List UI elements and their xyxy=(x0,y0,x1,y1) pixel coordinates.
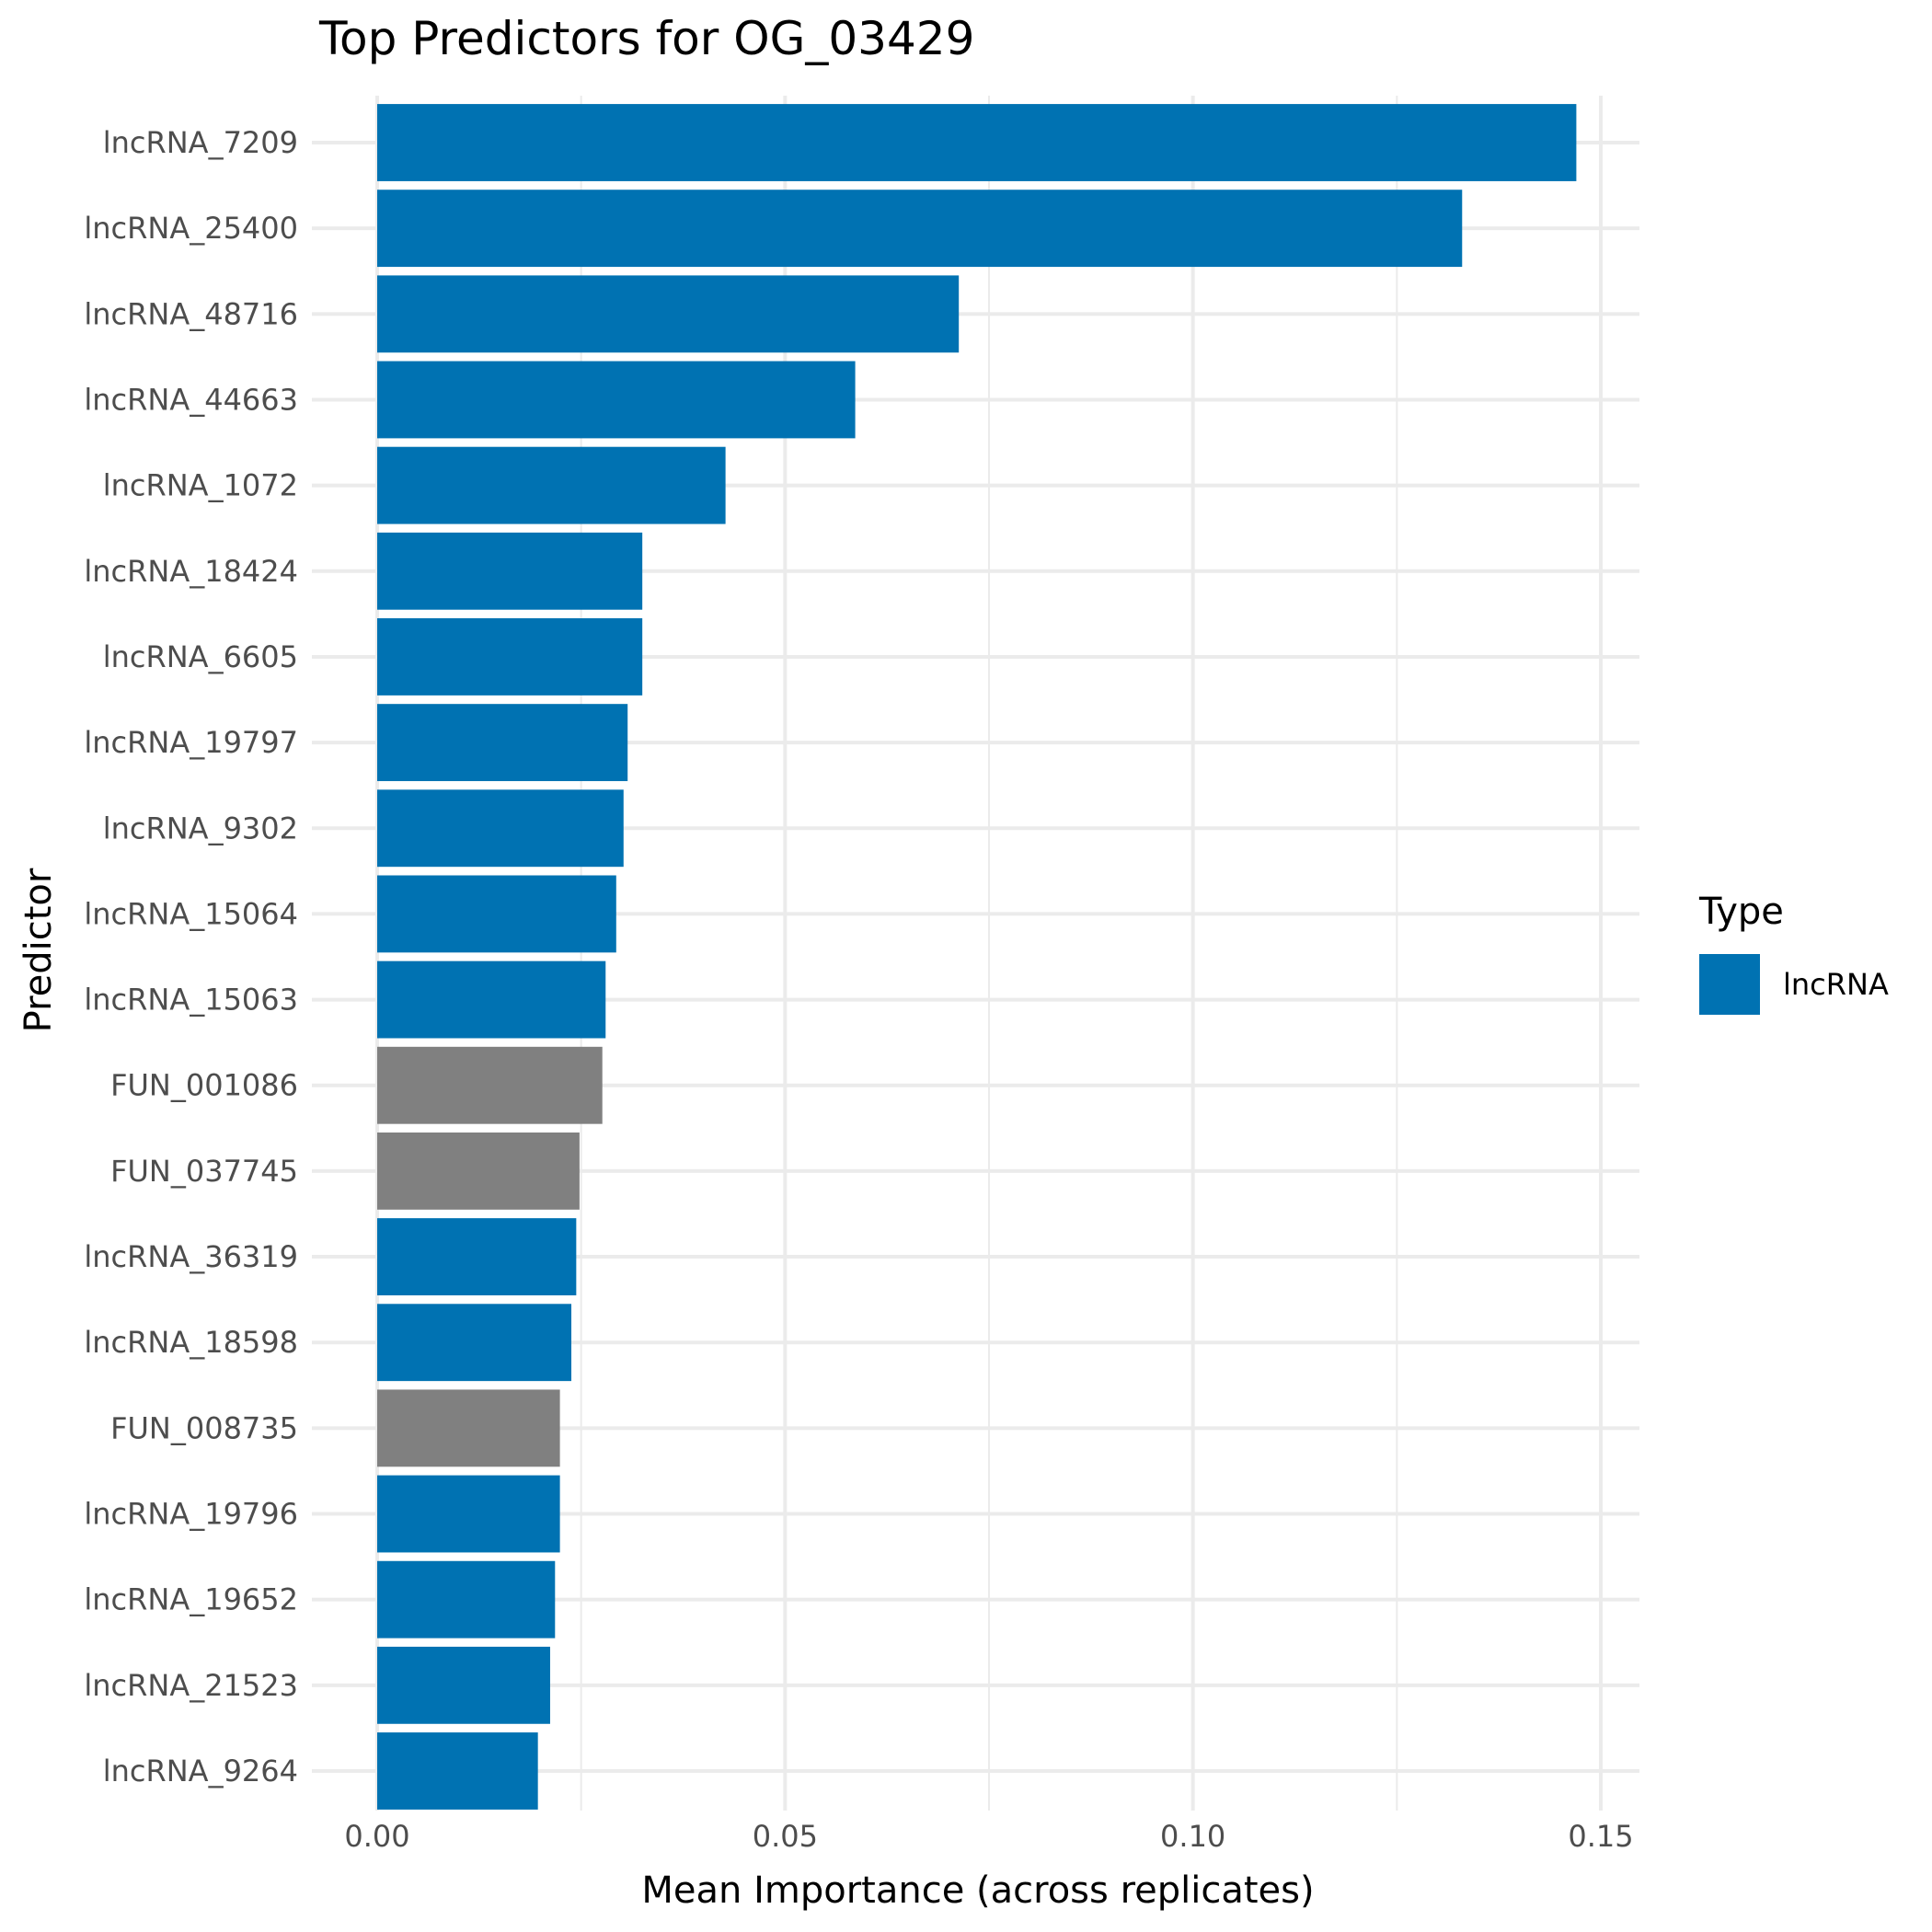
y-tick-label: lncRNA_44663 xyxy=(84,382,298,417)
bar xyxy=(377,275,960,353)
y-tick-labels: lncRNA_7209 lncRNA_25400 lncRNA_48716 lncRN… xyxy=(84,125,298,1788)
bar xyxy=(377,1218,577,1295)
y-tick-label: lncRNA_25400 xyxy=(84,211,298,246)
x-tick-label: 0.15 xyxy=(1568,1819,1633,1854)
y-tick-label: lncRNA_19652 xyxy=(84,1582,298,1617)
y-tick-label: lncRNA_9264 xyxy=(103,1754,298,1788)
legend-title: Type xyxy=(1698,891,1784,933)
bar xyxy=(377,875,616,953)
bar xyxy=(377,960,606,1039)
legend: Type lncRNA xyxy=(1698,891,1889,1015)
bar xyxy=(377,1560,556,1639)
bar xyxy=(377,532,643,610)
bar xyxy=(377,1475,560,1553)
bar xyxy=(377,361,856,439)
bars-group xyxy=(377,104,1577,1810)
y-tick-label: lncRNA_18598 xyxy=(84,1325,298,1360)
y-tick-label: FUN_001086 xyxy=(110,1068,298,1103)
y-tick-label: lncRNA_15063 xyxy=(84,983,298,1018)
bar xyxy=(377,1732,538,1810)
bar xyxy=(377,446,726,524)
y-tick-label: FUN_008735 xyxy=(110,1410,298,1445)
bar xyxy=(377,104,1577,181)
y-tick-label: FUN_037745 xyxy=(110,1154,298,1189)
y-tick-label: lncRNA_15064 xyxy=(84,896,298,931)
y-tick-label: lncRNA_19797 xyxy=(84,725,298,760)
x-tick-label: 0.10 xyxy=(1160,1819,1225,1854)
bar xyxy=(377,1304,572,1382)
chart-title: Top Predictors for OG_03429 xyxy=(318,12,974,65)
bar xyxy=(377,704,628,782)
bar xyxy=(377,789,624,868)
y-tick-label: lncRNA_21523 xyxy=(84,1668,298,1703)
legend-label: lncRNA xyxy=(1783,967,1889,1002)
x-tick-label: 0.00 xyxy=(344,1819,409,1854)
bar xyxy=(377,618,643,696)
y-tick-label: lncRNA_48716 xyxy=(84,296,298,331)
y-tick-label: lncRNA_9302 xyxy=(103,811,298,845)
bar xyxy=(377,1646,550,1724)
y-axis-title: Predictor xyxy=(17,868,60,1032)
y-tick-label: lncRNA_18424 xyxy=(84,554,298,589)
bar xyxy=(377,1046,603,1124)
y-tick-label: lncRNA_7209 xyxy=(103,125,298,160)
bar xyxy=(377,1132,580,1210)
x-tick-label: 0.05 xyxy=(753,1819,818,1854)
legend-key xyxy=(1699,954,1760,1015)
y-tick-label: lncRNA_1072 xyxy=(103,468,298,503)
bar xyxy=(377,190,1463,268)
y-tick-label: lncRNA_36319 xyxy=(84,1239,298,1274)
y-tick-label: lncRNA_6605 xyxy=(103,639,298,674)
x-axis-title: Mean Importance (across replicates) xyxy=(641,1869,1314,1912)
grid-lines xyxy=(312,96,1639,1811)
y-tick-label: lncRNA_19796 xyxy=(84,1497,298,1532)
bar xyxy=(377,1389,560,1467)
x-tick-labels: 0.00 0.05 0.10 0.15 xyxy=(344,1819,1633,1854)
